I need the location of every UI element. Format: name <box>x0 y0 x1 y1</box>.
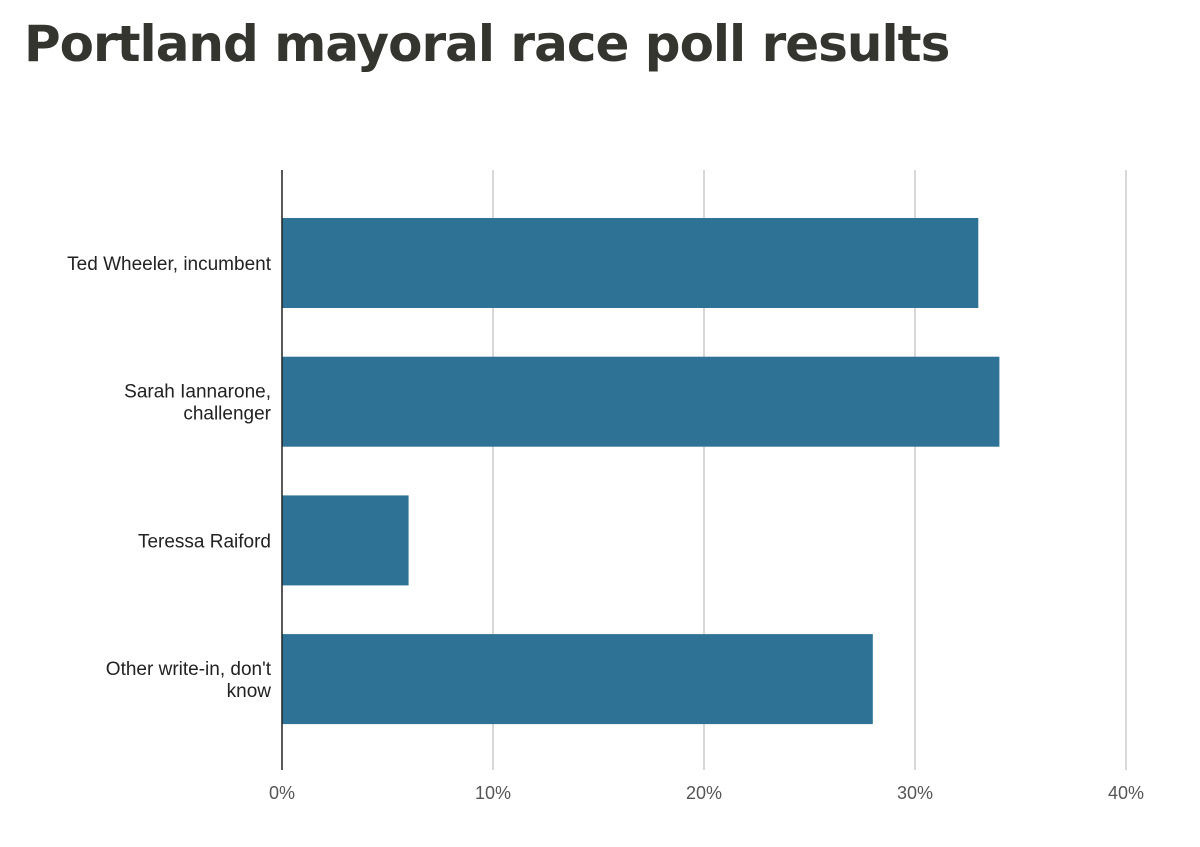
category-label: Sarah Iannarone, challenger <box>124 382 272 425</box>
category-label: Other write-in, don't know <box>106 659 272 702</box>
bar <box>282 218 979 308</box>
bar <box>282 634 873 725</box>
category-label: Teressa Raiford <box>138 531 271 552</box>
x-tick-label: 20% <box>686 783 722 803</box>
bar <box>282 356 1000 447</box>
x-tick-label: 30% <box>897 783 933 803</box>
chart-title: Portland mayoral race poll results <box>24 15 950 73</box>
category-label: Ted Wheeler, incumbent <box>67 254 272 275</box>
x-tick-label: 40% <box>1108 783 1144 803</box>
bar <box>282 495 409 586</box>
x-tick-label: 10% <box>475 783 511 803</box>
x-tick-label: 0% <box>269 783 295 803</box>
